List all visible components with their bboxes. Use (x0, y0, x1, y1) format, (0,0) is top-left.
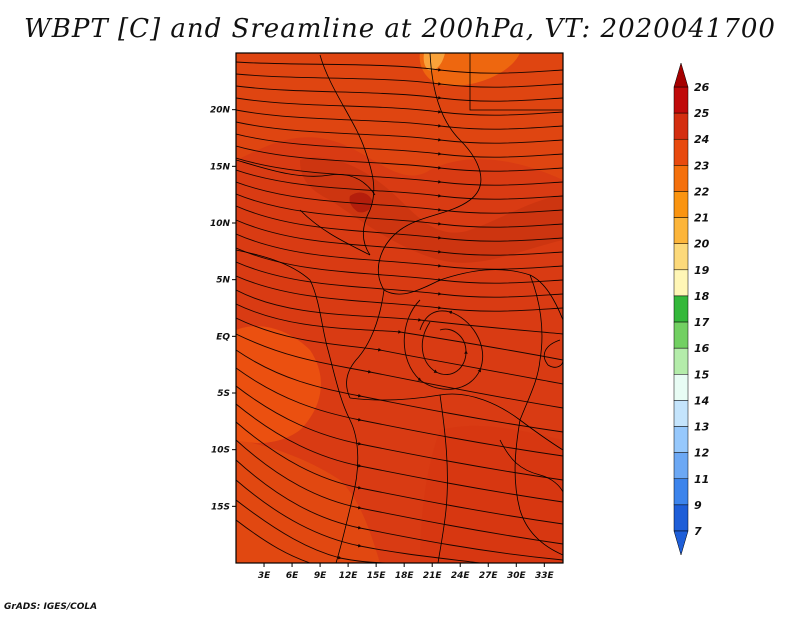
colorbar-swatch (673, 295, 689, 323)
lon-tick-label: 6E (286, 571, 299, 581)
lat-tick-label: 20N (210, 106, 231, 116)
colorbar-swatch (673, 269, 689, 297)
colorbar-swatch (673, 478, 689, 506)
colorbar-swatch (673, 321, 689, 349)
colorbar-label: 17 (694, 316, 710, 329)
colorbar-label: 23 (694, 159, 710, 172)
wbpt-region-yellow-top (423, 53, 445, 71)
lon-tick-label: 9E (314, 571, 327, 581)
lat-tick-label: 15N (210, 162, 231, 172)
colorbar-swatch (673, 452, 689, 480)
lon-tick-label: 24E (451, 571, 471, 581)
grads-credit: GrADS: IGES/COLA (4, 602, 98, 612)
latitude-axis: 20N 15N 10N 5N EQ 5S 10S 15S (210, 106, 236, 512)
colorbar-label: 18 (694, 290, 710, 303)
colorbar-swatch (673, 347, 689, 375)
colorbar-label: 22 (694, 185, 710, 198)
streamlines (236, 61, 563, 563)
map-frame (235, 52, 564, 564)
colorbar-swatch (673, 374, 689, 401)
colorbar-swatch (673, 165, 689, 192)
colorbar-swatch (673, 504, 689, 532)
colorbar-label: 25 (694, 107, 710, 120)
colorbar-swatch (673, 138, 689, 166)
lat-tick-label: EQ (216, 332, 230, 342)
colorbar-swatch (673, 191, 689, 218)
colorbar-swatch (673, 426, 689, 453)
wbpt-region-sahel-band (300, 157, 563, 263)
colorbar-label: 19 (694, 264, 710, 277)
colorbar: 26 25 24 23 22 21 20 19 18 17 16 15 14 13 12 11 9 7 (673, 62, 710, 556)
lat-tick-label: 15S (211, 502, 230, 512)
lon-tick-label: 18E (395, 571, 415, 581)
lat-tick-label: 10S (211, 446, 230, 456)
colorbar-top-arrow (673, 62, 689, 88)
lon-tick-label: 33E (535, 571, 555, 581)
lat-tick-label: 5S (217, 389, 230, 399)
colorbar-swatch (673, 86, 689, 114)
country-borders (236, 53, 563, 563)
chart-title: WBPT [C] and Sreamline at 200hPa, VT: 20… (24, 14, 776, 44)
lon-tick-label: 30E (507, 571, 527, 581)
colorbar-label: 16 (694, 342, 710, 355)
colorbar-label: 9 (694, 499, 702, 512)
colorbar-bottom-arrow (673, 530, 689, 556)
colorbar-label: 24 (694, 133, 709, 146)
colorbar-label: 14 (694, 394, 709, 407)
colorbar-label: 7 (694, 525, 702, 538)
colorbar-swatch (673, 400, 689, 427)
colorbar-label: 20 (694, 238, 710, 251)
lat-tick-label: 5N (216, 276, 230, 286)
colorbar-label: 15 (694, 368, 710, 381)
colorbar-label: 12 (694, 447, 710, 460)
lat-tick-label: 10N (210, 219, 231, 229)
wbpt-region-south-east (420, 425, 563, 563)
lon-tick-label: 15E (367, 571, 387, 581)
wbpt-region-west-coast (236, 326, 321, 443)
wbpt-region-dark-patch (349, 192, 373, 213)
lon-tick-label: 12E (339, 571, 359, 581)
longitude-axis: 3E 6E 9E 12E 15E 18E 21E 24E 27E 30E 33E (258, 563, 555, 581)
wbpt-region-warm-north (236, 53, 563, 180)
colorbar-swatch (673, 112, 689, 140)
lon-tick-label: 27E (479, 571, 499, 581)
colorbar-label: 21 (694, 212, 709, 225)
lon-tick-label: 21E (423, 571, 443, 581)
lon-tick-label: 3E (258, 571, 271, 581)
colorbar-swatch (673, 243, 689, 271)
colorbar-label: 26 (694, 81, 710, 94)
colorbar-label: 13 (694, 421, 710, 434)
colorbar-label: 11 (694, 473, 709, 486)
colorbar-swatch (673, 217, 689, 244)
